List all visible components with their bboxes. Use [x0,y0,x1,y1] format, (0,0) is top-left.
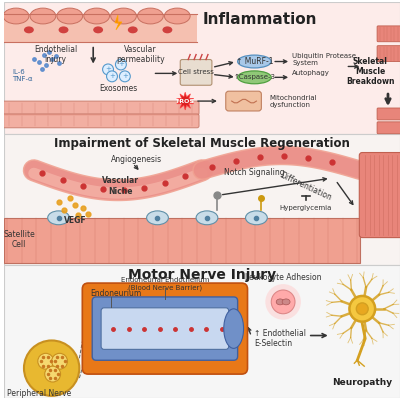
Text: Satellite
Cell: Satellite Cell [3,230,35,249]
Polygon shape [177,92,194,110]
Circle shape [120,71,130,82]
FancyBboxPatch shape [92,297,238,360]
Ellipse shape [24,26,34,33]
Ellipse shape [111,8,136,24]
Circle shape [24,340,79,396]
Text: Angiogenesis: Angiogenesis [111,156,162,164]
Text: Impairment of Skeletal Muscle Regeneration: Impairment of Skeletal Muscle Regenerati… [54,137,350,150]
Text: ↑ROS: ↑ROS [175,98,195,104]
Text: Notch Signaling: Notch Signaling [224,168,284,177]
FancyBboxPatch shape [377,122,400,134]
Text: VEGF: VEGF [64,216,87,225]
Text: +: + [105,66,111,72]
Text: Endothelial
injury: Endothelial injury [34,45,77,64]
Ellipse shape [30,8,56,24]
Ellipse shape [224,309,244,348]
FancyBboxPatch shape [82,283,248,374]
Ellipse shape [246,211,267,225]
Bar [4,218,360,263]
Ellipse shape [238,71,271,84]
FancyBboxPatch shape [2,101,199,115]
Circle shape [106,71,118,82]
Ellipse shape [196,211,218,225]
Text: ↑ MuRF-1: ↑ MuRF-1 [236,57,273,66]
Ellipse shape [138,8,163,24]
Text: Skeletal
Muscle
Breakdown: Skeletal Muscle Breakdown [346,56,394,86]
Ellipse shape [3,8,29,24]
Text: Ubiquitin Protease
System: Ubiquitin Protease System [292,53,356,66]
Text: Endoneurial Endothelium
(Blood Nerve Barrier): Endoneurial Endothelium (Blood Nerve Bar… [121,277,210,291]
Polygon shape [115,15,122,30]
Ellipse shape [48,211,70,225]
Text: Mitochondrial
dysfunction: Mitochondrial dysfunction [269,94,317,108]
Text: ↑Caspase-3: ↑Caspase-3 [234,74,276,80]
Text: Vascular
permeability: Vascular permeability [116,45,165,64]
Circle shape [38,353,54,369]
Text: +: + [118,62,124,68]
Text: Differentiation: Differentiation [279,170,333,202]
Text: Autophagy: Autophagy [292,70,330,76]
Text: Hyperglycemia: Hyperglycemia [280,205,332,211]
Bar [4,134,400,265]
Ellipse shape [162,26,172,33]
Circle shape [102,64,114,75]
Circle shape [45,366,60,382]
Text: Motor Nerve Injury: Motor Nerve Injury [128,268,276,282]
Bar [4,2,400,134]
FancyBboxPatch shape [377,26,400,42]
Ellipse shape [147,211,168,225]
Text: Neuropathy: Neuropathy [332,378,392,387]
FancyBboxPatch shape [2,114,199,128]
Text: Inflammation: Inflammation [202,12,317,27]
Text: +: + [122,73,128,79]
Ellipse shape [238,55,271,68]
Text: +: + [109,73,115,79]
FancyBboxPatch shape [226,91,261,111]
Ellipse shape [93,26,103,33]
Circle shape [265,284,301,320]
Text: Leukocyte Adhesion: Leukocyte Adhesion [245,273,321,282]
Ellipse shape [57,8,83,24]
Circle shape [116,59,126,70]
Text: Cell stress: Cell stress [178,69,214,75]
Text: Vascular
Niche: Vascular Niche [102,176,139,196]
FancyBboxPatch shape [180,60,212,85]
FancyBboxPatch shape [101,308,229,349]
Circle shape [52,353,68,369]
Circle shape [350,296,375,322]
FancyBboxPatch shape [359,152,400,238]
Ellipse shape [276,299,284,305]
FancyBboxPatch shape [377,108,400,120]
Bar [4,14,197,42]
Text: ↑ Endothelial
E-Selectin: ↑ Endothelial E-Selectin [254,329,306,348]
Ellipse shape [164,8,190,24]
Text: Peripheral Nerve: Peripheral Nerve [7,389,71,398]
FancyBboxPatch shape [377,46,400,62]
Ellipse shape [282,299,290,305]
Text: Exosomes: Exosomes [99,84,137,93]
Circle shape [356,303,368,315]
Circle shape [271,290,295,314]
Bar [4,265,400,398]
Ellipse shape [128,26,138,33]
Ellipse shape [84,8,110,24]
Text: IL-6
TNF-α: IL-6 TNF-α [12,70,33,82]
Ellipse shape [58,26,68,33]
Text: Endoneurium: Endoneurium [90,289,142,298]
